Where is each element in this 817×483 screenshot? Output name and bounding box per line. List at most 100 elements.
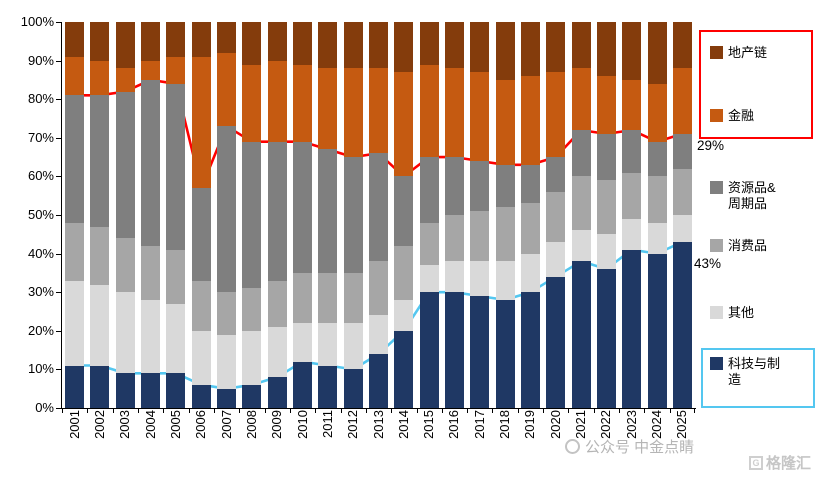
x-tick-mark (264, 409, 266, 413)
y-tick-mark (56, 408, 61, 409)
bar-segment-realestate (444, 22, 464, 69)
y-tick-mark (56, 60, 61, 62)
bar-segment-consumer (318, 272, 338, 324)
bar-segment-realestate (90, 22, 110, 61)
bar-segment-resources (672, 133, 692, 169)
x-tick-mark (340, 409, 342, 413)
bar-2020 (546, 22, 566, 408)
bar-segment-resources (141, 79, 161, 246)
x-tick-mark (365, 409, 367, 413)
bar-segment-resources (267, 141, 287, 281)
legend-label-tech: 科技与制造 (728, 356, 781, 387)
bar-segment-tech (571, 261, 591, 408)
bar-segment-resources (343, 157, 363, 273)
bar-segment-realestate (318, 22, 338, 69)
bar-segment-resources (495, 164, 515, 208)
bar-segment-tech (546, 276, 566, 408)
x-tick-mark (62, 409, 63, 413)
plot-area (62, 22, 695, 408)
y-tick-label-60%: 60% (27, 168, 54, 184)
x-tick-mark (593, 409, 595, 413)
bar-segment-other (369, 315, 388, 354)
x-tick-mark (441, 409, 443, 413)
bar-segment-other (394, 299, 414, 331)
bar-segment-other (318, 323, 338, 366)
legend-swatch-resources (710, 181, 723, 194)
bar-segment-other (622, 218, 642, 250)
y-tick-mark (56, 176, 61, 178)
bar-segment-tech (242, 384, 262, 408)
y-tick-label-30%: 30% (27, 284, 54, 300)
bar-segment-resources (90, 95, 110, 227)
y-tick-label-10%: 10% (27, 361, 54, 377)
legend: 地产链 金融 资源品&周期品 消费品 其他 科技与制造 (699, 0, 817, 430)
bar-2002 (90, 22, 110, 408)
bar-2017 (470, 22, 490, 408)
bar-segment-other (596, 234, 616, 270)
x-tick-label-2012: 2012 (345, 410, 361, 439)
x-tick-mark (188, 409, 190, 413)
x-tick-label-2001: 2001 (66, 410, 82, 439)
x-tick-mark (694, 409, 695, 413)
bar-segment-realestate (267, 22, 287, 61)
bar-segment-consumer (470, 211, 490, 262)
bar-segment-resources (596, 133, 616, 181)
bar-segment-finance (672, 68, 692, 134)
y-tick-mark (56, 22, 61, 23)
x-tick-label-2003: 2003 (117, 410, 133, 439)
bar-segment-resources (293, 141, 313, 273)
bar-segment-finance (444, 68, 464, 158)
bar-2018 (495, 22, 515, 408)
bar-segment-consumer (546, 191, 566, 243)
bar-segment-finance (166, 56, 186, 84)
bar-segment-realestate (141, 22, 161, 61)
bar-segment-tech (191, 384, 211, 408)
bar-segment-resources (191, 188, 211, 281)
x-tick-label-2009: 2009 (269, 410, 285, 439)
x-tick-label-2014: 2014 (395, 410, 411, 439)
bar-segment-resources (419, 157, 439, 223)
bar-segment-realestate (546, 22, 566, 73)
bar-2015 (419, 22, 439, 408)
bar-segment-resources (115, 91, 135, 239)
bar-segment-tech (596, 269, 616, 408)
bar-segment-other (217, 334, 237, 389)
x-tick-label-2017: 2017 (471, 410, 487, 439)
bar-segment-finance (647, 83, 667, 142)
bar-segment-resources (394, 176, 414, 246)
x-tick-mark (239, 409, 241, 413)
y-tick-mark (56, 292, 61, 294)
bar-segment-finance (242, 64, 262, 142)
bar-segment-other (495, 261, 515, 300)
bar-segment-tech (141, 373, 161, 408)
legend-swatch-consumer (710, 239, 723, 252)
bar-segment-other (444, 261, 464, 293)
x-tick-mark (391, 409, 393, 413)
bar-segment-other (141, 299, 161, 374)
bar-segment-consumer (343, 272, 363, 324)
bar-2005 (166, 22, 186, 408)
legend-item-consumer: 消费品 (710, 238, 786, 254)
x-tick-mark (87, 409, 89, 413)
legend-label-realestate: 地产链 (728, 45, 768, 60)
x-axis: 2001 2002 2003 2004 2005 2006 2007 2008 2009 2010… (62, 409, 695, 473)
bar-2022 (596, 22, 616, 408)
bar-segment-tech (166, 373, 186, 408)
bar-segment-other (90, 284, 110, 366)
bar-segment-tech (672, 242, 692, 408)
bar-segment-finance (293, 64, 313, 142)
bar-segment-other (672, 215, 692, 243)
bar-segment-consumer (65, 222, 85, 281)
bar-2016 (444, 22, 464, 408)
bar-segment-other (293, 323, 313, 362)
bar-segment-finance (217, 52, 237, 127)
gelonghui-logo-icon: G (749, 455, 763, 470)
bar-2003 (115, 22, 135, 408)
bar-2023 (622, 22, 642, 408)
bar-segment-realestate (293, 22, 313, 65)
x-tick-mark (138, 409, 139, 413)
y-tick-label-50%: 50% (27, 207, 54, 222)
y-tick-label-80%: 80% (27, 91, 54, 107)
bar-segment-resources (217, 126, 237, 293)
